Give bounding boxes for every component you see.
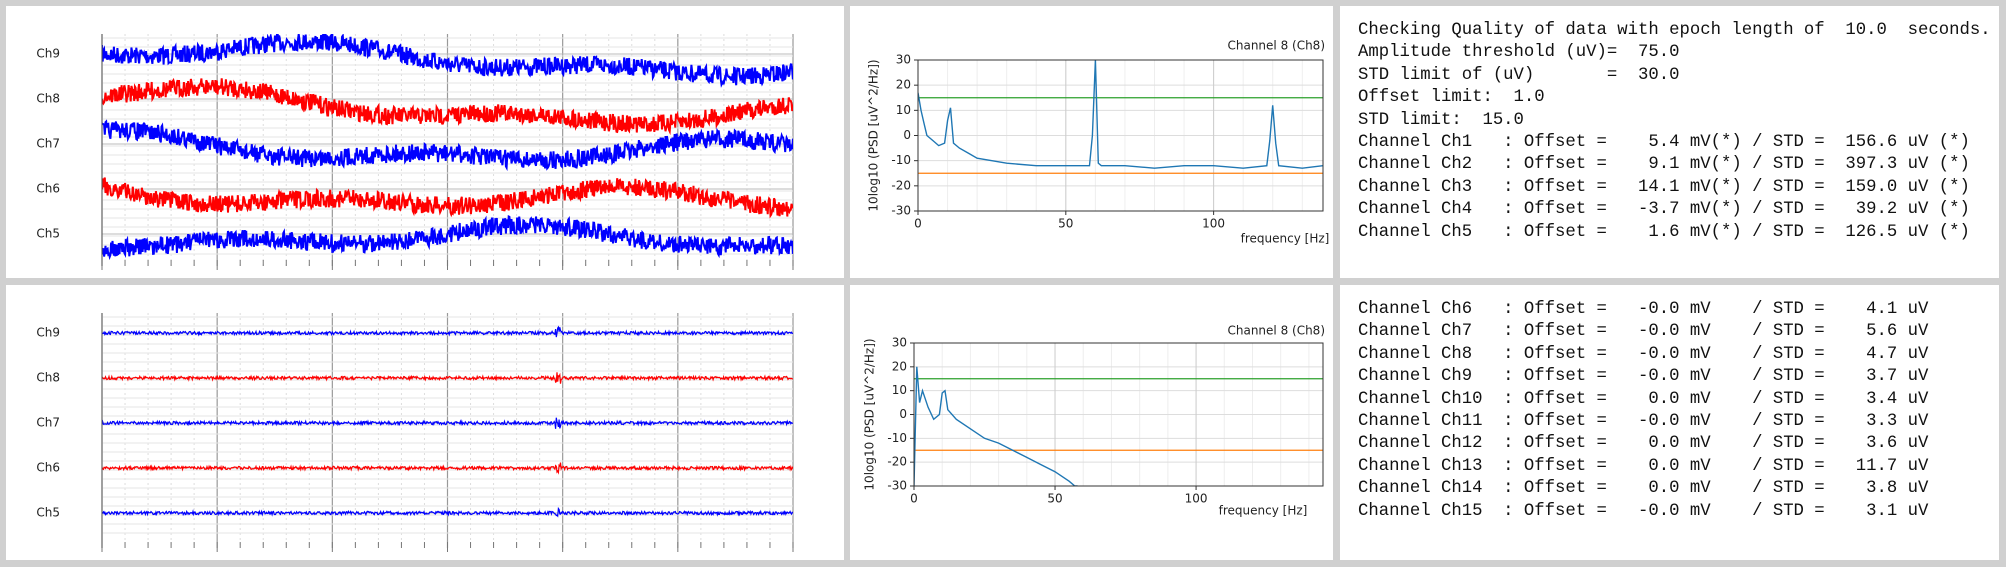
x-axis-label: frequency [Hz]	[1219, 504, 1308, 518]
report-line: Channel Ch6 : Offset = -0.0 mV / STD = 4…	[1358, 300, 1929, 319]
quality-report: Channel Ch6 : Offset = -0.0 mV / STD = 4…	[1340, 285, 1999, 523]
x-tick-label: 0	[914, 217, 922, 231]
report-line: Channel Ch7 : Offset = -0.0 mV / STD = 5…	[1358, 322, 1929, 342]
report-line: Checking Quality of data with epoch leng…	[1358, 21, 1991, 40]
eeg-trace	[102, 177, 793, 219]
y-tick-label: -30	[887, 479, 907, 493]
y-axis-label: 10log10 (PSD [uV^2/Hz])	[867, 59, 881, 211]
y-tick-label: 30	[896, 53, 911, 67]
channel-label: Ch7	[36, 137, 60, 151]
y-tick-label: 0	[903, 128, 911, 142]
report-line: Channel Ch8 : Offset = -0.0 mV / STD = 4…	[1358, 344, 1929, 364]
report-line: Channel Ch5 : Offset = 1.6 mV(*) / STD =…	[1358, 222, 1970, 242]
channel-label: Ch5	[36, 227, 60, 241]
psd-line	[914, 366, 1078, 486]
report-line: Amplitude threshold (uV)= 75.0	[1358, 43, 1680, 63]
text-panel: Channel Ch6 : Offset = -0.0 mV / STD = 4…	[1340, 285, 1999, 560]
x-tick-label: 50	[1058, 217, 1073, 231]
y-tick-label: 30	[892, 336, 907, 350]
eeg-trace	[102, 77, 793, 136]
psd-panel: 30 20 10 0 -10 -20 -30 0 50 100 Channel 8 (Ch8) fre…	[850, 6, 1333, 278]
report-line: Offset limit: 1.0	[1358, 88, 1545, 108]
channel-label: Ch6	[36, 461, 60, 475]
channel-label: Ch8	[36, 371, 60, 385]
eeg-trace	[102, 215, 793, 260]
report-line: Channel Ch4 : Offset = -3.7 mV(*) / STD …	[1358, 200, 1970, 220]
eeg-trace	[102, 34, 793, 88]
eeg-trace	[102, 119, 793, 172]
x-tick-label: 100	[1202, 217, 1225, 231]
plot-frame	[917, 59, 1324, 212]
channel-label: Ch6	[36, 182, 60, 196]
channel-label: Ch9	[36, 47, 60, 61]
y-tick-label: 10	[892, 383, 907, 397]
report-line: Channel Ch12 : Offset = 0.0 mV / STD = 3…	[1358, 434, 1929, 454]
x-tick-label: 50	[1047, 492, 1062, 506]
report-line: STD limit: 15.0	[1358, 110, 1524, 130]
channel-label: Ch9	[36, 326, 60, 340]
plot-frame	[913, 342, 1324, 487]
eeg-panel: Ch9 Ch8 Ch7 Ch6 Ch5	[6, 6, 844, 278]
chart-title: Channel 8 (Ch8)	[1227, 39, 1325, 53]
report-line: Channel Ch13 : Offset = 0.0 mV / STD = 1…	[1358, 456, 1929, 476]
y-tick-label: 20	[896, 78, 911, 92]
eeg-plot: Ch9 Ch8 Ch7 Ch6 Ch5	[36, 34, 794, 270]
channel-label: Ch5	[36, 506, 60, 520]
y-tick-label: 20	[892, 359, 907, 373]
y-tick-label: -10	[887, 431, 907, 445]
psd-line	[918, 60, 1323, 169]
report-line: Channel Ch14 : Offset = 0.0 mV / STD = 3…	[1358, 479, 1929, 499]
y-tick-label: -10	[891, 153, 911, 167]
report-line: Channel Ch9 : Offset = -0.0 mV / STD = 3…	[1358, 367, 1929, 387]
x-axis-label: frequency [Hz]	[1241, 232, 1330, 246]
report-line: Channel Ch2 : Offset = 9.1 mV(*) / STD =…	[1358, 155, 1970, 175]
eeg-plot: Ch9 Ch8 Ch7 Ch6 Ch5	[36, 313, 794, 552]
y-tick-label: -20	[887, 455, 907, 469]
y-axis-label: 10log10 (PSD [uV^2/Hz])	[863, 338, 877, 490]
y-tick-label: 0	[899, 407, 907, 421]
report-line: Channel Ch1 : Offset = 5.4 mV(*) / STD =…	[1358, 133, 1970, 153]
text-panel: Checking Quality of data with epoch leng…	[1340, 6, 1999, 278]
channel-label: Ch7	[36, 416, 60, 430]
eeg-trace	[102, 325, 793, 338]
eeg-trace	[102, 372, 793, 384]
report-line: Channel Ch11 : Offset = -0.0 mV / STD = …	[1358, 412, 1929, 432]
eeg-panel: Ch9 Ch8 Ch7 Ch6 Ch5	[6, 285, 844, 560]
report-line: STD limit of (uV) = 30.0	[1358, 65, 1680, 85]
y-tick-label: -30	[891, 204, 911, 218]
chart-title: Channel 8 (Ch8)	[1227, 324, 1325, 338]
channel-label: Ch8	[36, 92, 60, 106]
x-tick-label: 100	[1185, 492, 1208, 506]
report-line: Channel Ch10 : Offset = 0.0 mV / STD = 3…	[1358, 389, 1929, 409]
x-tick-label: 0	[910, 492, 918, 506]
psd-panel: 30 20 10 0 -10 -20 -30 0 50 100 Channel 8 (Ch8) fre…	[850, 285, 1333, 560]
report-line: Channel Ch15 : Offset = -0.0 mV / STD = …	[1358, 501, 1929, 521]
quality-report: Checking Quality of data with epoch leng…	[1340, 6, 1999, 244]
y-tick-label: 10	[896, 103, 911, 117]
y-tick-label: -20	[891, 178, 911, 192]
eeg-trace	[102, 417, 793, 429]
eeg-trace	[102, 506, 793, 518]
eeg-trace	[102, 462, 793, 475]
report-line: Channel Ch3 : Offset = 14.1 mV(*) / STD …	[1358, 177, 1970, 197]
